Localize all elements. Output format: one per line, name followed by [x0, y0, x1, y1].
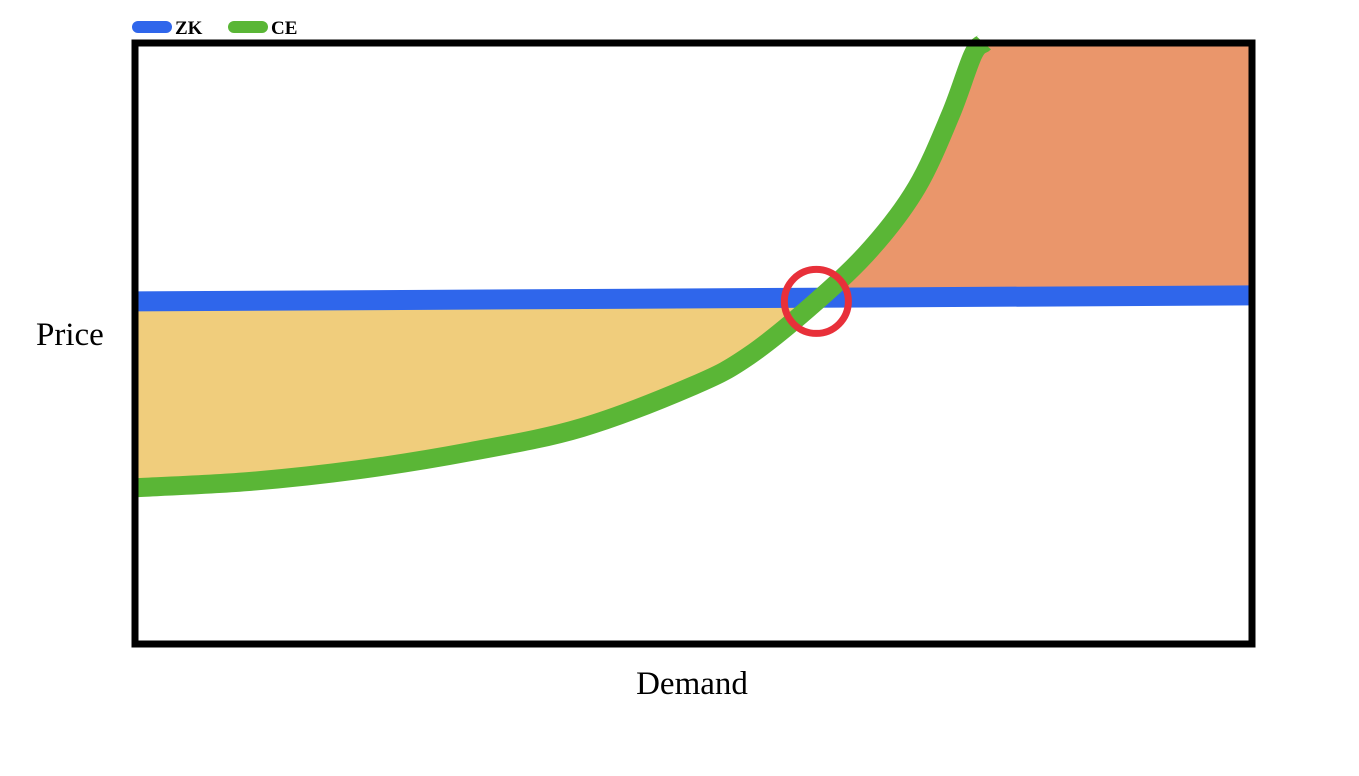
shaded-region-below-zk-above-ce: [135, 297, 817, 488]
shaded-region-above-zk-below-ce: [816, 42, 1252, 302]
legend: ZK CE: [132, 18, 297, 39]
legend-label-ce: CE: [271, 18, 297, 39]
series-line-zk: [134, 285, 1253, 312]
legend-swatch-zk: [132, 21, 172, 33]
legend-label-zk: ZK: [175, 18, 203, 39]
series-lines: [134, 34, 1253, 498]
annotation-marks: [780, 265, 852, 337]
y-axis-label: Price: [36, 317, 104, 353]
plot-frame: [131, 39, 1256, 648]
intersection-marker: [780, 265, 852, 337]
shaded-regions: [135, 42, 1252, 488]
series-line-ce: [134, 34, 991, 498]
legend-swatch-ce: [228, 21, 268, 33]
x-axis-label: Demand: [636, 666, 748, 702]
